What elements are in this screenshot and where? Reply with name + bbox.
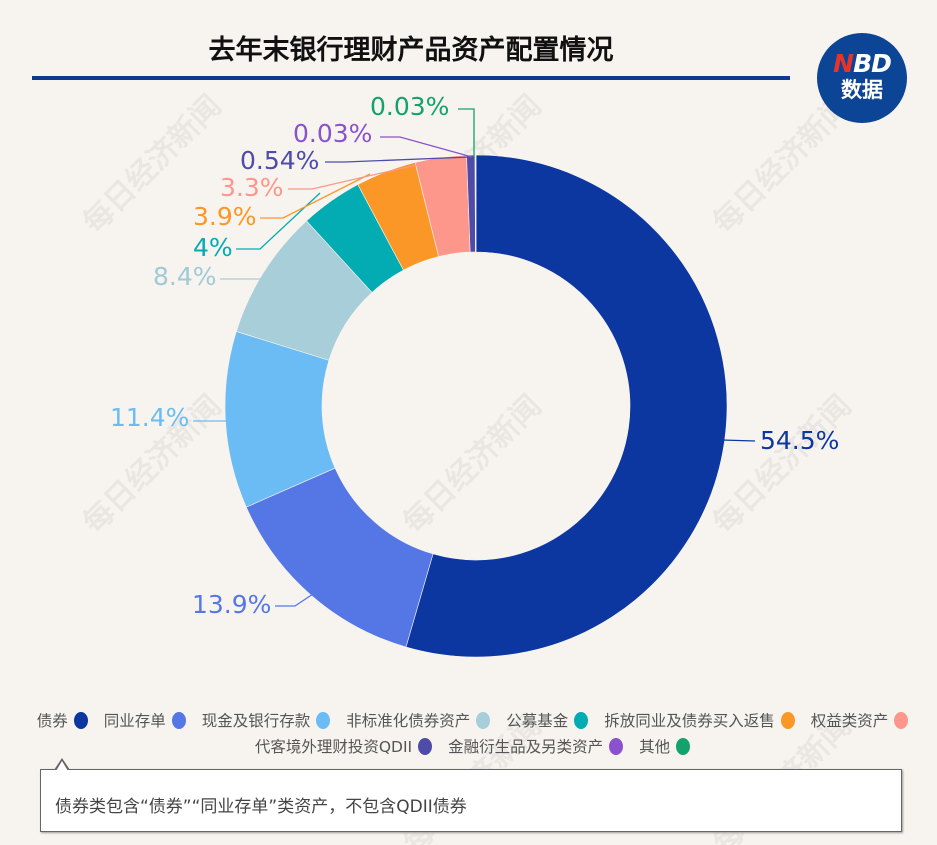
legend-label: 拆放同业及债券买入返售 (604, 712, 775, 730)
legend-label: 现金及银行存款 (201, 712, 311, 730)
legend-item[interactable]: 非标准化债券资产 (346, 708, 491, 734)
leader-line-1 (275, 587, 323, 607)
legend-item[interactable]: 金融衍生品及另类资产 (448, 734, 624, 760)
legend-item[interactable]: 权益类资产 (811, 708, 909, 734)
nbd-logo: NBD 数据 (817, 33, 907, 123)
legend-item[interactable]: 现金及银行存款 (202, 708, 331, 734)
leader-line-0 (721, 439, 756, 442)
legend-marker (574, 712, 589, 729)
data-label-5: 3.9% (193, 202, 257, 231)
legend-marker (418, 738, 433, 755)
note-pointer-fill (56, 761, 68, 771)
legend-label: 权益类资产 (810, 712, 889, 730)
title-divider (32, 76, 790, 80)
legend-item[interactable]: 同业存单 (104, 708, 186, 734)
legend-label: 代客境外理财投资QDII (254, 738, 413, 756)
donut-slice-0 (405, 154, 728, 658)
legend-label: 公募基金 (506, 712, 569, 730)
data-label-2: 11.4% (110, 403, 190, 432)
legend-label: 金融衍生品及另类资产 (448, 738, 604, 756)
legend-marker (171, 712, 186, 729)
legend-item[interactable]: 公募基金 (506, 708, 589, 734)
donut-chart (193, 108, 756, 658)
legend-marker (894, 712, 909, 729)
leader-line-4 (236, 192, 321, 250)
legend-label: 其他 (639, 738, 671, 756)
legend-marker (316, 712, 331, 729)
data-label-9: 0.03% (370, 92, 450, 121)
legend-marker (780, 712, 795, 729)
leader-line-6 (288, 162, 426, 190)
chart-title: 去年末银行理财产品资产配置情况 (208, 35, 614, 66)
legend-marker (476, 712, 491, 729)
data-label-8: 0.03% (293, 119, 373, 148)
leader-line-5 (260, 173, 371, 219)
leader-line-8 (380, 136, 473, 158)
legend-marker (609, 738, 624, 755)
legend-label: 非标准化债券资产 (346, 712, 471, 730)
note-text: 债券类包含“债券”“同业存单”类资产，不包含QDII债券 (55, 797, 467, 817)
leader-line-9 (458, 108, 475, 157)
legend-label: 同业存单 (103, 712, 166, 730)
data-label-0: 54.5% (760, 426, 840, 455)
legend-marker (676, 738, 691, 755)
leader-line-7 (325, 156, 471, 163)
legend-item[interactable]: 代客境外理财投资QDII (254, 734, 433, 760)
data-label-4: 4% (193, 233, 233, 262)
note-box: 债券类包含“债券”“同业存单”类资产，不包含QDII债券 (40, 769, 902, 832)
data-label-6: 3.3% (220, 173, 284, 202)
legend-item[interactable]: 其他 (639, 734, 691, 760)
data-label-3: 8.4% (153, 262, 217, 291)
legend-label: 债券 (36, 712, 68, 730)
legend: 债券 同业存单 现金及银行存款 非标准化债券资产 公募基金 拆放同业及债券买入返售 权益类资… (20, 708, 925, 760)
legend-item[interactable]: 债券 (37, 708, 88, 734)
data-label-1: 13.9% (192, 590, 272, 619)
legend-item[interactable]: 拆放同业及债券买入返售 (604, 708, 795, 734)
data-label-7: 0.54% (240, 146, 320, 175)
legend-marker (73, 712, 88, 729)
